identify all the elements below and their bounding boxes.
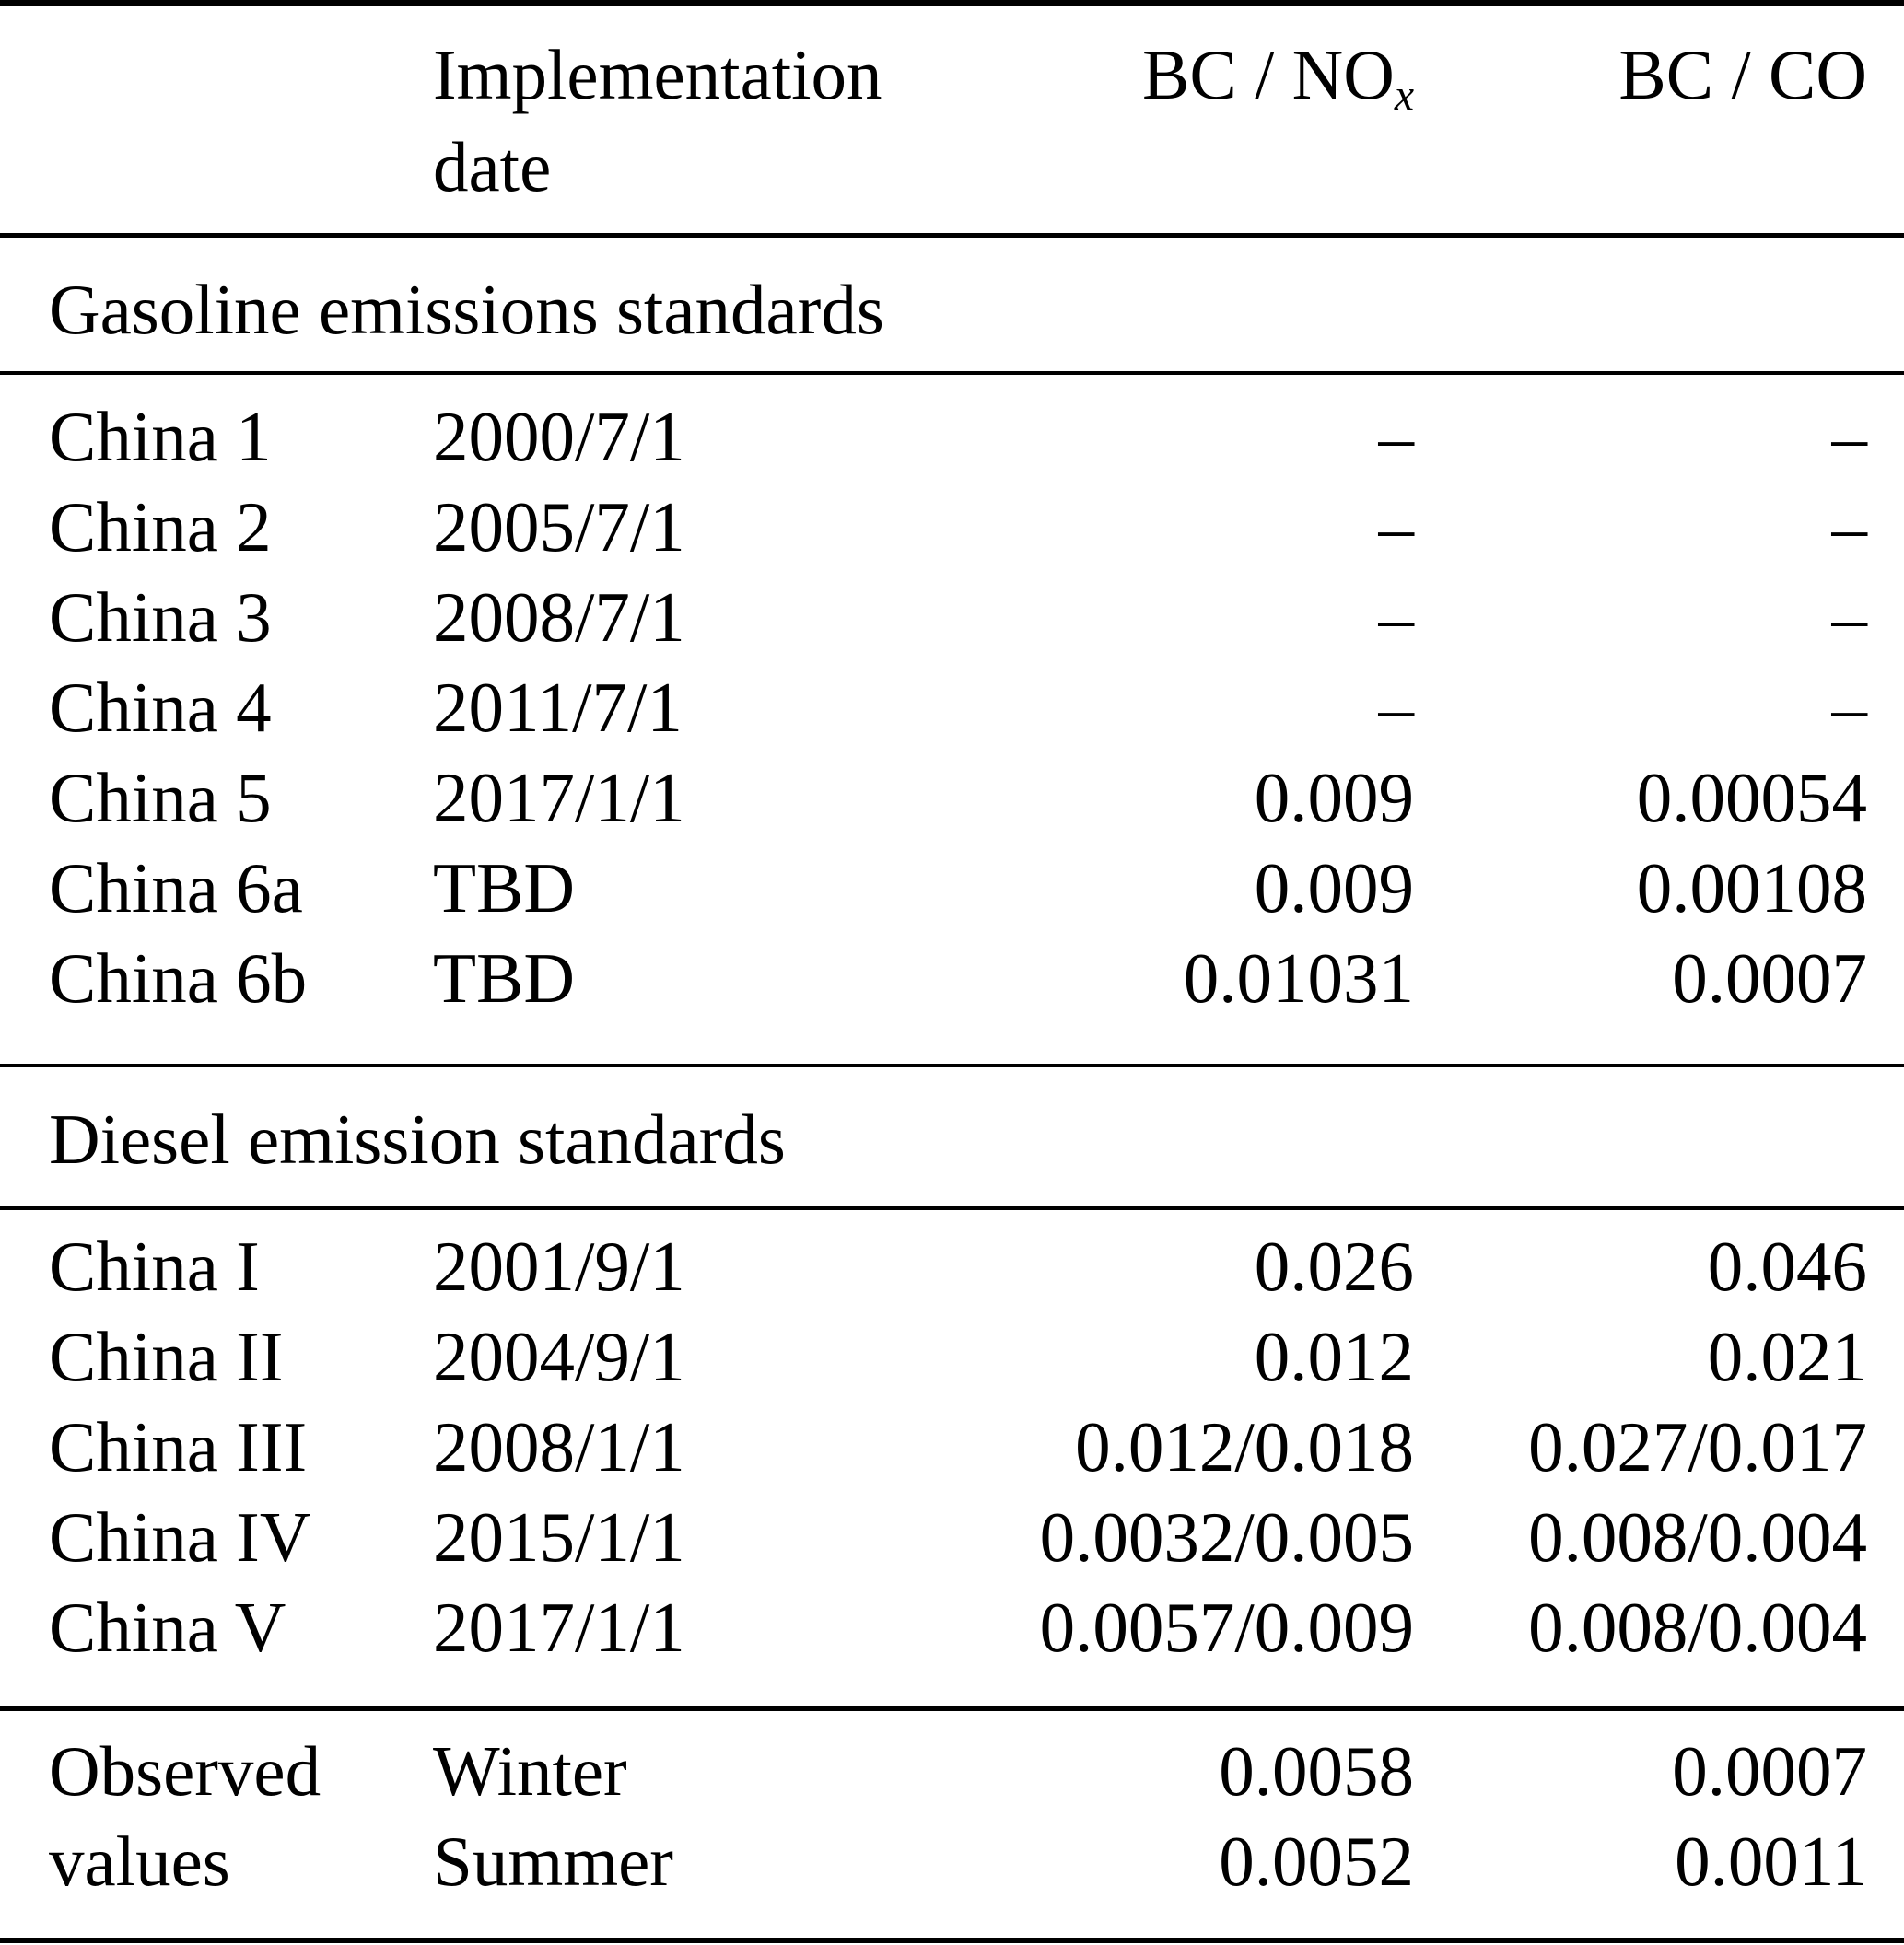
- table-row: values Summer 0.0052 0.0011: [0, 1816, 1904, 1906]
- table-row: China 5 2017/1/1 0.009 0.00054: [0, 752, 1904, 843]
- row-label: China 6b: [49, 938, 308, 1018]
- bc-nox-value: 0.0058: [1219, 1731, 1414, 1811]
- col-header-bc-co: BC / CO: [1618, 35, 1867, 114]
- table-header: Implementation date BC / NOx BC / CO: [0, 6, 1904, 233]
- gasoline-divider-rule: [0, 371, 1904, 375]
- header-divider-rule: [0, 233, 1904, 238]
- diesel-section-top-rule: [0, 1064, 1904, 1067]
- table-row: China 4 2011/7/1 – –: [0, 662, 1904, 752]
- table-row: China V 2017/1/1 0.0057/0.009 0.008/0.00…: [0, 1582, 1904, 1672]
- bc-nox-value: 0.009: [1254, 848, 1414, 927]
- table-row: China 2 2005/7/1 – –: [0, 482, 1904, 572]
- season-label: Winter: [433, 1731, 627, 1811]
- implementation-date: 2015/1/1: [433, 1497, 685, 1577]
- section-header-diesel: Diesel emission standards: [49, 1100, 786, 1179]
- bc-co-value: –: [1831, 577, 1868, 657]
- table-row: China II 2004/9/1 0.012 0.021: [0, 1311, 1904, 1402]
- implementation-date: TBD: [433, 938, 575, 1018]
- diesel-divider-rule: [0, 1206, 1904, 1210]
- gasoline-section: China 1 2000/7/1 – – China 2 2005/7/1 – …: [0, 375, 1904, 1064]
- bc-nox-value: 0.01031: [1183, 938, 1414, 1018]
- implementation-date: TBD: [433, 848, 575, 927]
- row-label: China III: [49, 1407, 308, 1486]
- bc-nox-value: 0.009: [1254, 758, 1414, 837]
- section-header-gasoline: Gasoline emissions standards: [49, 270, 884, 349]
- implementation-date: 2008/7/1: [433, 577, 685, 657]
- bc-co-value: –: [1831, 668, 1868, 747]
- bottom-rule: [0, 1938, 1904, 1943]
- table-row: China 6a TBD 0.009 0.00108: [0, 843, 1904, 933]
- bc-co-value: 0.00108: [1636, 848, 1867, 927]
- bc-co-value: 0.0011: [1675, 1822, 1867, 1901]
- top-rule: [0, 0, 1904, 6]
- implementation-date: 2001/9/1: [433, 1227, 685, 1306]
- bc-nox-value: –: [1378, 397, 1415, 476]
- bc-nox-value: 0.0052: [1219, 1822, 1414, 1901]
- bc-nox-value: 0.026: [1254, 1227, 1414, 1306]
- table-row: China IV 2015/1/1 0.0032/0.005 0.008/0.0…: [0, 1492, 1904, 1582]
- bc-nox-value: 0.0057/0.009: [1039, 1588, 1414, 1667]
- bc-co-value: 0.046: [1707, 1227, 1867, 1306]
- bc-co-value: –: [1831, 487, 1868, 566]
- row-label: China 1: [49, 397, 272, 476]
- bc-co-value: 0.008/0.004: [1528, 1497, 1867, 1577]
- observed-values-section: Observed Winter 0.0058 0.0007 values Sum…: [0, 1711, 1904, 1938]
- implementation-date: 2017/1/1: [433, 758, 685, 837]
- bc-co-value: 0.0007: [1672, 938, 1867, 1018]
- implementation-date: 2005/7/1: [433, 487, 685, 566]
- table-row: China 1 2000/7/1 – –: [0, 391, 1904, 482]
- row-label: China IV: [49, 1497, 311, 1577]
- row-label: Observed: [49, 1731, 321, 1811]
- bc-nox-value: 0.012/0.018: [1075, 1407, 1414, 1486]
- table-row: China I 2001/9/1 0.026 0.046: [0, 1221, 1904, 1311]
- row-label: China 3: [49, 577, 272, 657]
- row-label: China V: [49, 1588, 286, 1667]
- implementation-date: 2004/9/1: [433, 1317, 685, 1396]
- row-label: China 5: [49, 758, 272, 837]
- bc-co-value: –: [1831, 397, 1868, 476]
- table-row: China III 2008/1/1 0.012/0.018 0.027/0.0…: [0, 1402, 1904, 1492]
- implementation-date: 2008/1/1: [433, 1407, 685, 1486]
- bc-co-value: 0.0007: [1672, 1731, 1867, 1811]
- bc-nox-value: 0.0032/0.005: [1039, 1497, 1414, 1577]
- implementation-date: 2000/7/1: [433, 397, 685, 476]
- col-header-bc-nox: BC / NOx: [1141, 35, 1414, 120]
- observed-section-top-rule: [0, 1706, 1904, 1711]
- nox-subscript: x: [1394, 70, 1414, 120]
- bc-co-value: 0.027/0.017: [1528, 1407, 1867, 1486]
- row-label: China 6a: [49, 848, 303, 927]
- bc-co-value: 0.008/0.004: [1528, 1588, 1867, 1667]
- bc-nox-value: –: [1378, 487, 1415, 566]
- bc-co-value: 0.021: [1707, 1317, 1867, 1396]
- table-row: China 6b TBD 0.01031 0.0007: [0, 933, 1904, 1023]
- row-label: values: [49, 1822, 230, 1901]
- bc-co-value: 0.00054: [1636, 758, 1867, 837]
- header-date-line: date: [433, 127, 552, 206]
- season-label: Summer: [433, 1822, 673, 1901]
- diesel-section: China I 2001/9/1 0.026 0.046 China II 20…: [0, 1210, 1904, 1706]
- row-label: China 2: [49, 487, 272, 566]
- row-label: China I: [49, 1227, 260, 1306]
- bc-nox-value: –: [1378, 668, 1415, 747]
- table-row: Observed Winter 0.0058 0.0007: [0, 1726, 1904, 1816]
- row-label: China II: [49, 1317, 284, 1396]
- table-row: China 3 2008/7/1 – –: [0, 572, 1904, 662]
- bc-nox-value: 0.012: [1254, 1317, 1414, 1396]
- implementation-date: 2011/7/1: [433, 668, 683, 747]
- row-label: China 4: [49, 668, 272, 747]
- col-header-implementation-date: Implementation date: [433, 29, 949, 213]
- bc-nox-value: –: [1378, 577, 1415, 657]
- header-implementation-line: Implementation: [433, 35, 882, 114]
- implementation-date: 2017/1/1: [433, 1588, 685, 1667]
